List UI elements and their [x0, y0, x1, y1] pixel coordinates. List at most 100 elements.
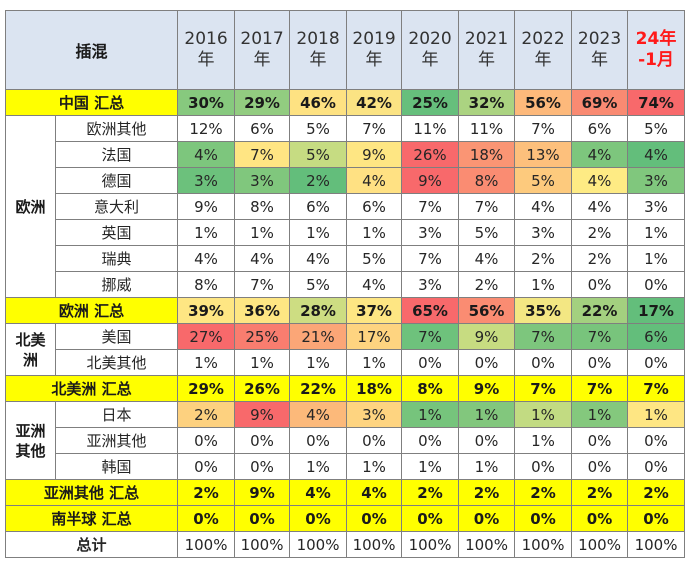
table-row: 亚洲其他 0% 0% 0% 0% 0% 0% 1% 0% 0% — [6, 427, 686, 454]
share-cell: 5% — [514, 167, 573, 194]
share-cell: 100% — [346, 531, 403, 558]
row-label: 欧洲其他 — [54, 115, 179, 142]
share-cell: 0% — [514, 349, 573, 376]
year-header: 2019 年 — [346, 10, 403, 90]
share-cell: 0% — [571, 271, 629, 298]
share-cell: 56% — [514, 89, 573, 116]
table-row: 北美洲美国 27% 25% 21% 17% 7% 9% 7% 7% 6% — [5, 323, 686, 376]
share-cell: 2% — [571, 479, 629, 506]
share-cell: 36% — [234, 297, 291, 324]
share-cell: 4% — [346, 271, 403, 298]
share-cell: 100% — [458, 531, 516, 558]
share-cell: 32% — [458, 89, 516, 116]
share-cell: 9% — [346, 141, 403, 168]
year-header-line: 2023 — [577, 29, 622, 49]
table-row: 欧洲 欧洲其他 12% 6% 5% 7% 11% 11% 7% 6% 5% — [5, 115, 686, 298]
region-label-line: 亚洲 — [15, 421, 46, 440]
share-cell: 4% — [571, 193, 629, 220]
share-cell: 1% — [401, 453, 460, 480]
share-cell: 17% — [346, 323, 403, 350]
year-header-line: 24年 — [635, 29, 677, 49]
year-header-line: 年 — [253, 50, 271, 70]
share-cell: 0% — [514, 505, 573, 532]
share-cell: 7% — [571, 323, 629, 350]
share-cell: 0% — [571, 505, 629, 532]
year-header-line: 年 — [421, 50, 439, 70]
share-cell: 1% — [346, 453, 403, 480]
share-cell: 7% — [514, 323, 573, 350]
share-cell: 0% — [234, 505, 291, 532]
share-cell: 0% — [177, 427, 236, 454]
share-cell: 0% — [571, 427, 629, 454]
row-label: 北美其他 — [54, 349, 179, 376]
share-cell: 2% — [458, 479, 516, 506]
summary-row: 亚洲其他 汇总 2% 9% 4% 4% 2% 2% 2% 2% 2% — [4, 479, 686, 506]
year-header-line: 2022 — [521, 29, 565, 49]
row-label: 日本 — [54, 401, 179, 428]
share-cell: 4% — [234, 245, 291, 272]
share-cell: 0% — [627, 453, 686, 480]
phev-share-table: 插混 2016 年 2017 年 2018 年 2019 年 2020 年 2021 年 2022 年 20… — [4, 10, 686, 558]
region-label-line: 其他 — [15, 441, 46, 460]
share-cell: 4% — [458, 245, 516, 272]
share-cell: 3% — [346, 401, 403, 428]
share-cell: 7% — [401, 245, 460, 272]
share-cell: 0% — [458, 349, 516, 376]
share-cell: 6% — [346, 193, 403, 220]
share-cell: 0% — [289, 505, 348, 532]
row-label: 北美洲 汇总 — [4, 375, 179, 402]
year-header: 2020 年 — [401, 10, 460, 90]
share-cell: 100% — [177, 531, 236, 558]
share-cell: 5% — [289, 115, 348, 142]
share-cell: 1% — [346, 219, 403, 246]
table-row: 挪威 8% 7% 5% 4% 3% 2% 1% 0% 0% — [6, 271, 686, 298]
share-cell: 7% — [401, 323, 460, 350]
share-cell: 0% — [401, 349, 460, 376]
share-cell: 1% — [234, 219, 291, 246]
share-cell: 4% — [627, 141, 686, 168]
row-label: 中国 汇总 — [4, 89, 179, 116]
share-cell: 1% — [401, 401, 460, 428]
share-cell: 7% — [346, 115, 403, 142]
year-header-line: -1月 — [638, 50, 674, 70]
share-cell: 13% — [514, 141, 573, 168]
row-label: 韩国 — [54, 453, 179, 480]
share-cell: 6% — [627, 323, 686, 350]
share-cell: 25% — [401, 89, 460, 116]
share-cell: 21% — [289, 323, 348, 350]
row-label: 美国 — [54, 323, 179, 350]
share-cell: 4% — [346, 167, 403, 194]
share-cell: 4% — [514, 193, 573, 220]
share-cell: 29% — [177, 375, 236, 402]
year-header-line: 2017 — [240, 29, 284, 49]
year-header: 2018 年 — [289, 10, 348, 90]
share-cell: 2% — [514, 479, 573, 506]
share-cell: 0% — [627, 349, 686, 376]
row-label: 亚洲其他 汇总 — [4, 479, 179, 506]
year-header: 2022 年 — [514, 10, 573, 90]
share-cell: 7% — [234, 271, 291, 298]
row-label: 亚洲其他 — [54, 427, 179, 454]
share-cell: 9% — [401, 167, 460, 194]
share-cell: 9% — [458, 375, 516, 402]
share-cell: 0% — [627, 271, 686, 298]
share-cell: 26% — [401, 141, 460, 168]
share-cell: 8% — [234, 193, 291, 220]
share-cell: 5% — [458, 219, 516, 246]
share-cell: 2% — [571, 245, 629, 272]
share-cell: 27% — [177, 323, 236, 350]
share-cell: 3% — [514, 219, 573, 246]
share-cell: 0% — [458, 505, 516, 532]
year-header-line: 2019 — [352, 29, 396, 49]
share-cell: 0% — [177, 453, 236, 480]
share-cell: 0% — [571, 349, 629, 376]
table-row: 亚洲 其他 日本 2% 9% 4% 3% 1% 1% 1% 1% 1% — [5, 401, 686, 480]
share-cell: 7% — [514, 115, 573, 142]
year-header: 2021 年 — [458, 10, 516, 90]
share-cell: 22% — [571, 297, 629, 324]
row-label: 德国 — [54, 167, 179, 194]
share-cell: 69% — [571, 89, 629, 116]
region-label: 欧洲 — [5, 115, 56, 298]
summary-row: 中国 汇总 30% 29% 46% 42% 25% 32% 56% 69% 74% — [4, 89, 686, 116]
share-cell: 18% — [458, 141, 516, 168]
